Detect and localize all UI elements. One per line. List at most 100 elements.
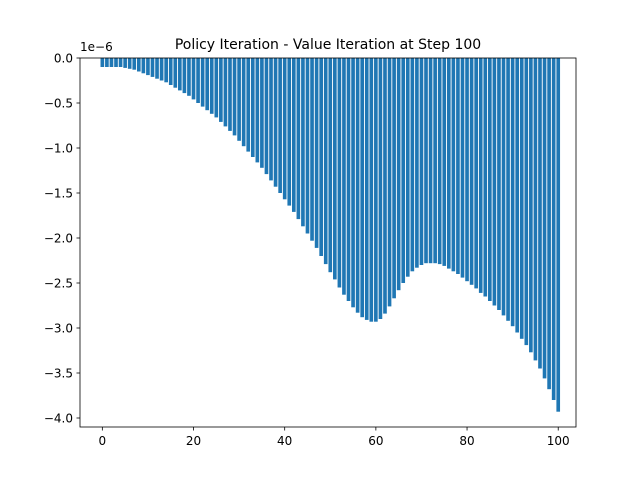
bar-100 xyxy=(556,58,561,412)
plot-frame xyxy=(79,57,577,428)
bar-7 xyxy=(132,58,137,70)
bar-24 xyxy=(209,58,214,114)
bar-62 xyxy=(383,58,387,314)
bar-28 xyxy=(228,58,232,131)
bar-1 xyxy=(105,58,109,67)
bar-86 xyxy=(492,58,497,306)
bar-17 xyxy=(178,58,182,91)
bar-92 xyxy=(519,58,524,339)
bar-64 xyxy=(392,58,396,299)
bar-84 xyxy=(483,58,488,297)
bar-78 xyxy=(456,58,460,274)
bar-33 xyxy=(250,58,255,157)
bar-4 xyxy=(118,58,123,67)
x-tick-label: 60 xyxy=(368,434,383,448)
bar-81 xyxy=(469,58,474,285)
bar-22 xyxy=(200,58,205,107)
bar-59 xyxy=(369,58,374,322)
x-tick-label: 40 xyxy=(277,434,292,448)
bar-91 xyxy=(515,58,520,333)
bar-97 xyxy=(542,58,547,379)
bar-27 xyxy=(223,58,228,127)
bar-6 xyxy=(127,58,132,69)
bar-63 xyxy=(387,58,392,307)
y-tick-label: −1.0 xyxy=(44,142,73,156)
bar-52 xyxy=(337,58,342,288)
bar-14 xyxy=(164,58,168,83)
bar-88 xyxy=(501,58,506,316)
bar-99 xyxy=(551,58,556,400)
bar-90 xyxy=(510,58,515,327)
bar-0 xyxy=(100,58,105,67)
bar-53 xyxy=(342,58,346,295)
bar-5 xyxy=(123,58,127,68)
bar-40 xyxy=(282,58,287,200)
bar-55 xyxy=(351,58,355,308)
bar-68 xyxy=(410,58,415,272)
bar-74 xyxy=(437,58,442,265)
bar-72 xyxy=(428,58,433,264)
y-tick-label: −4.0 xyxy=(44,412,73,426)
bar-30 xyxy=(237,58,241,141)
bar-98 xyxy=(547,58,551,390)
bar-38 xyxy=(273,58,278,187)
bar-89 xyxy=(506,58,510,321)
y-tick-label: −0.5 xyxy=(44,97,73,111)
bar-49 xyxy=(323,58,328,265)
y-axis-ticks: 0.0 −0.5 −1.0 −1.5 −2.0 −2.5 −3.0 −3.5 −4.0 xyxy=(44,52,80,426)
bar-85 xyxy=(488,58,492,301)
y-tick-label: −1.5 xyxy=(44,187,73,201)
bar-69 xyxy=(415,58,419,268)
bar-83 xyxy=(478,58,483,293)
x-tick-label: 0 xyxy=(99,434,107,448)
bar-35 xyxy=(260,58,264,168)
bar-54 xyxy=(346,58,351,301)
bar-2 xyxy=(109,58,114,67)
x-tick-label: 20 xyxy=(186,434,201,448)
bar-26 xyxy=(219,58,223,122)
bar-71 xyxy=(424,58,428,264)
bar-13 xyxy=(159,58,164,81)
bar-36 xyxy=(264,58,269,175)
y-tick-label: −2.5 xyxy=(44,277,73,291)
bar-46 xyxy=(310,58,314,241)
bar-32 xyxy=(246,58,251,152)
y-tick-label: −3.5 xyxy=(44,367,73,381)
bar-77 xyxy=(451,58,456,272)
bar-37 xyxy=(269,58,273,181)
bar-23 xyxy=(205,58,210,111)
x-tick-label: 80 xyxy=(459,434,474,448)
bar-93 xyxy=(524,58,529,346)
bar-47 xyxy=(314,58,319,248)
bar-67 xyxy=(405,58,410,277)
bar-48 xyxy=(319,58,323,256)
bar-19 xyxy=(187,58,191,96)
bar-61 xyxy=(378,58,383,319)
bar-76 xyxy=(446,58,451,269)
bar-3 xyxy=(114,58,118,67)
bar-95 xyxy=(533,58,538,361)
bar-82 xyxy=(474,58,478,289)
bar-56 xyxy=(355,58,360,313)
bar-51 xyxy=(333,58,337,280)
bar-79 xyxy=(460,58,465,278)
bar-21 xyxy=(196,58,200,103)
y-axis-offset-label: 1e−6 xyxy=(80,40,113,54)
bar-73 xyxy=(433,58,437,264)
bar-9 xyxy=(141,58,146,74)
bar-80 xyxy=(465,58,469,282)
bar-8 xyxy=(136,58,141,72)
bar-42 xyxy=(291,58,296,212)
bar-12 xyxy=(155,58,159,79)
y-tick-label: 0.0 xyxy=(54,52,73,66)
bar-57 xyxy=(360,58,365,318)
bar-41 xyxy=(287,58,292,206)
bar-60 xyxy=(374,58,378,322)
bars-group xyxy=(100,58,561,412)
bar-94 xyxy=(529,58,533,353)
bar-29 xyxy=(232,58,237,136)
bar-11 xyxy=(150,58,155,77)
bar-43 xyxy=(296,58,301,220)
bar-31 xyxy=(241,58,246,147)
